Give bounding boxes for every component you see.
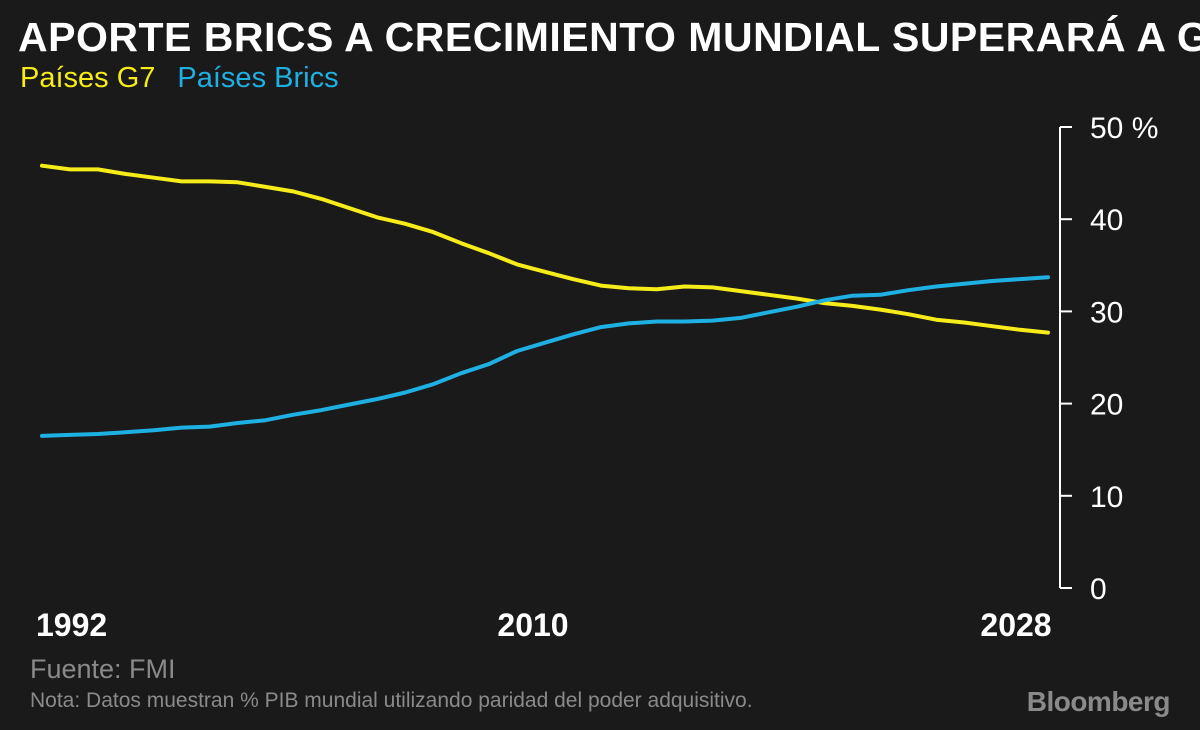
source-text: Fuente: FMI [30, 654, 176, 684]
g7-series-line [40, 163, 1050, 335]
axes: 0 10 20 30 40 50 % 1992 2010 2028 [36, 112, 1158, 643]
y-tick-label: 30 [1090, 296, 1123, 329]
chart-title: APORTE BRICS A CRECIMIENTO MUNDIAL SUPER… [18, 14, 1200, 60]
note-text: Nota: Datos muestran % PIB mundial utili… [30, 689, 753, 712]
brics-series-line [40, 275, 1050, 438]
y-tick-label: 50 % [1090, 112, 1158, 145]
y-tick-label: 20 [1090, 389, 1123, 422]
series-lines [40, 163, 1050, 438]
y-tick-label: 40 [1090, 204, 1123, 237]
y-tick-label: 10 [1090, 481, 1123, 514]
legend-g7: Países G7 [20, 62, 156, 94]
x-tick-label: 1992 [36, 607, 107, 643]
x-tick-label: 2028 [980, 607, 1051, 643]
y-tick-label: 0 [1090, 573, 1107, 606]
legend: Países G7 Países Brics [20, 62, 361, 95]
x-tick-label: 2010 [497, 607, 568, 643]
legend-brics: Países Brics [177, 62, 339, 94]
bloomberg-logo: Bloomberg [1026, 686, 1171, 717]
